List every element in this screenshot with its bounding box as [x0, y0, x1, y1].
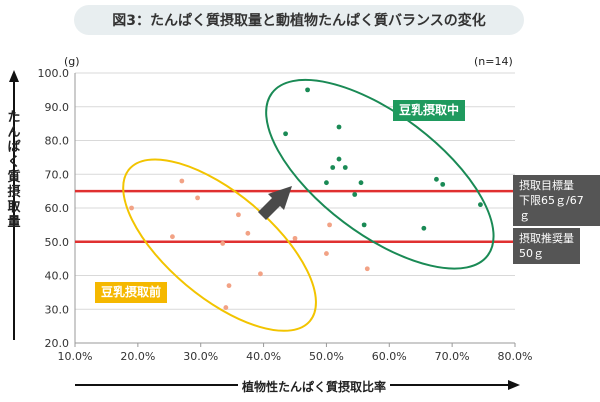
chart-title-text: 図3：たんぱく質摂取量と動植物たんぱく質バランスの変化 [112, 13, 486, 29]
during-data-point [342, 165, 348, 170]
before-data-point [223, 305, 229, 310]
before-data-point [327, 222, 332, 228]
during-data-point [421, 225, 427, 231]
x-axis-arrowhead [508, 380, 520, 390]
x-tick-label: 70.0% [435, 350, 470, 363]
chart-title: 図3：たんぱく質摂取量と動植物たんぱく質バランスの変化 [74, 5, 524, 35]
x-tick-label: 50.0% [309, 350, 344, 363]
y-tick-label: 90.0 [45, 101, 70, 114]
during-data-point [324, 180, 329, 186]
before-data-point [179, 178, 185, 184]
y-tick-label: 30.0 [45, 303, 70, 316]
before-ellipse [122, 158, 317, 332]
n-label: (n=14) [474, 55, 513, 68]
before-label: 豆乳摂取前 [95, 282, 168, 303]
before-data-point [292, 235, 298, 241]
y-tick-label: 70.0 [45, 168, 70, 181]
before-data-point [226, 283, 232, 289]
lower-line-label-2: 50ｇ [519, 247, 544, 260]
y-tick-label: 40.0 [45, 270, 70, 283]
during-data-point [336, 124, 342, 130]
upper-line-label-2: 下限65ｇ/67ｇ [519, 194, 584, 222]
upper-line-label: 摂取目標量 下限65ｇ/67ｇ [513, 175, 600, 226]
during-ellipse [265, 78, 495, 270]
during-data-point [283, 131, 288, 137]
x-tick-label: 20.0% [120, 350, 155, 363]
x-tick-label: 10.0% [58, 350, 93, 363]
x-tick-label: 30.0% [183, 350, 218, 363]
x-tick-label: 80.0% [498, 350, 533, 363]
before-data-point [364, 266, 370, 272]
during-data-point [434, 176, 439, 182]
y-tick-label: 20.0 [45, 337, 70, 350]
before-data-point [195, 195, 200, 201]
during-data-point [305, 87, 310, 93]
lower-line-label-1: 摂取推奨量 [519, 232, 574, 245]
during-data-point [440, 181, 446, 187]
during-label: 豆乳摂取中 [393, 100, 466, 121]
during-data-point [358, 180, 364, 186]
y-tick-label: 50.0 [45, 236, 70, 249]
y-tick-label: 80.0 [45, 135, 70, 148]
during-data-point [361, 222, 367, 228]
x-axis-label: 植物性たんぱく質摂取比率 [238, 378, 391, 395]
before-data-point [220, 241, 226, 246]
during-data-point [330, 165, 336, 170]
before-data-point [129, 205, 134, 211]
unit-label: (g) [64, 55, 80, 68]
y-axis-label: たんぱく質摂取量 [7, 110, 21, 230]
change-arrow [258, 186, 292, 220]
x-tick-label: 60.0% [372, 350, 407, 363]
y-tick-label: 60.0 [45, 202, 70, 215]
during-data-point [352, 192, 358, 197]
lower-line-label: 摂取推奨量 50ｇ [513, 228, 580, 264]
during-data-point [336, 156, 342, 162]
before-data-point [236, 212, 241, 218]
y-tick-label: 100.0 [38, 67, 70, 80]
y-axis-arrowhead [9, 70, 19, 82]
during-data-point [478, 202, 483, 208]
before-data-point [258, 271, 263, 277]
x-tick-label: 40.0% [246, 350, 281, 363]
before-data-point [245, 230, 251, 236]
upper-line-label-1: 摂取目標量 [519, 179, 574, 192]
before-data-point [324, 251, 329, 256]
before-data-point [170, 234, 175, 240]
